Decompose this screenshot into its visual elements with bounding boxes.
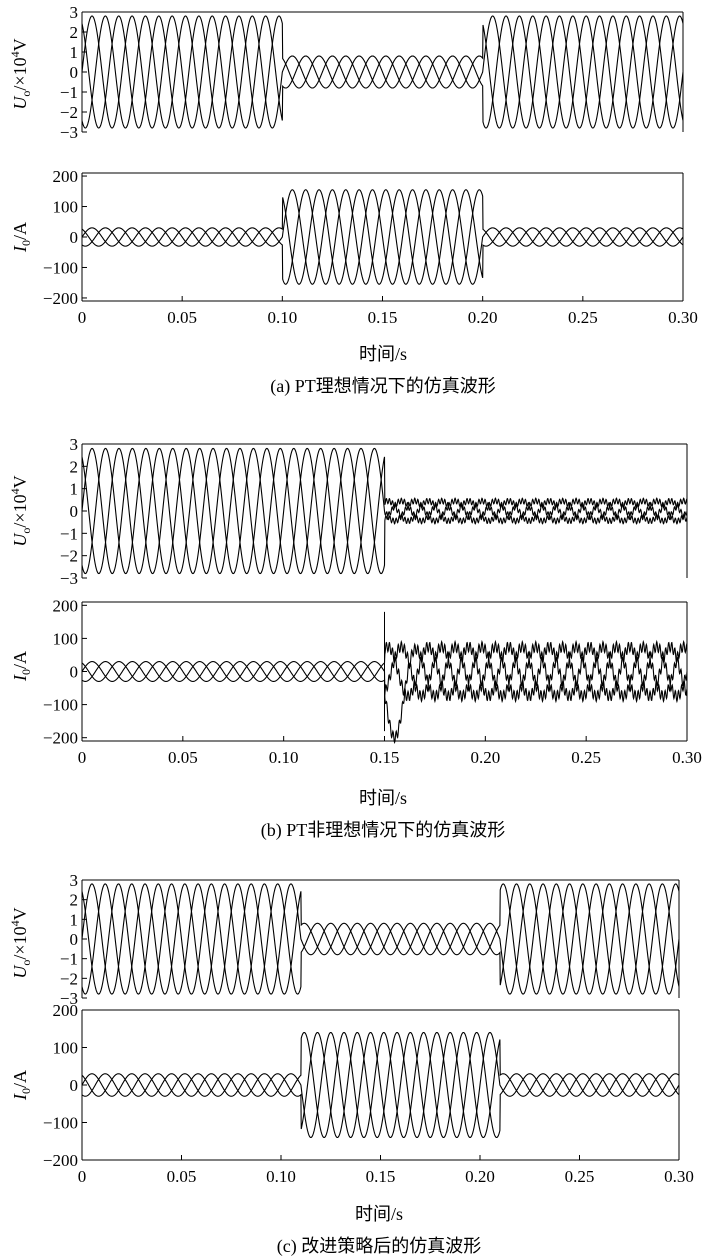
y-tick-label: 0 — [70, 228, 79, 247]
x-tick-label: 0.10 — [269, 748, 299, 767]
y-tick-label: −3 — [60, 989, 78, 1008]
x-tick-label: 0.25 — [565, 1167, 595, 1186]
y-tick-label: −3 — [60, 569, 78, 588]
series-phase-2 — [81, 15, 684, 129]
x-tick-label: 0.10 — [267, 308, 297, 327]
x-tick-label: 0.20 — [465, 1167, 495, 1186]
x-tick-label: 0.30 — [668, 308, 698, 327]
y-tick-label: 0 — [70, 502, 79, 521]
x-tick-label: 0.20 — [470, 748, 500, 767]
y-tick-label: 1 — [70, 910, 79, 929]
y-tick-label: −3 — [60, 123, 78, 142]
series-phase-3 — [81, 15, 684, 129]
y-tick-label: 2 — [70, 23, 79, 42]
panel-c-xlabel: 时间/s — [355, 1204, 403, 1224]
x-tick-label: 0.15 — [370, 748, 400, 767]
y-tick-label: −100 — [43, 258, 78, 277]
y-tick-label: 100 — [53, 1039, 79, 1058]
x-tick-label: 0.30 — [664, 1167, 694, 1186]
y-tick-label: −200 — [43, 289, 78, 308]
y-tick-label: 1 — [70, 43, 79, 62]
series-phase-1 — [81, 1031, 680, 1139]
y-tick-label: −1 — [60, 950, 78, 969]
series-phase-3 — [81, 883, 680, 995]
panel-c-current-ylabel: I0/A — [10, 1070, 33, 1101]
y-tick-label: −100 — [43, 1114, 78, 1133]
y-tick-label: −1 — [60, 524, 78, 543]
series-phase-2 — [81, 883, 680, 995]
y-tick-label: 0 — [70, 63, 79, 82]
series-phase-1 — [81, 883, 680, 995]
y-tick-label: −100 — [43, 696, 78, 715]
panel-b-caption: (b) PT非理想情况下的仿真波形 — [261, 820, 506, 841]
x-tick-label: 0 — [78, 308, 87, 327]
panel-c-voltage-ylabel: Uo/×104V — [8, 907, 33, 978]
panel-b-xlabel: 时间/s — [359, 788, 407, 808]
y-tick-label: −200 — [43, 729, 78, 748]
y-tick-label: 100 — [53, 198, 79, 217]
y-tick-label: 2 — [70, 457, 79, 476]
panel-b-voltage-ylabel: Uo/×104V — [8, 475, 33, 546]
x-tick-label: 0.10 — [266, 1167, 296, 1186]
y-tick-label: 200 — [53, 167, 79, 186]
y-tick-label: 0 — [70, 1076, 79, 1095]
x-tick-label: 0.05 — [167, 1167, 197, 1186]
series-phase-1 — [81, 15, 684, 129]
series-phase-1 — [81, 447, 688, 575]
panel-b-voltage-plot: 3 2 1 0 −1 −2 −3 — [60, 435, 688, 588]
y-tick-label: 3 — [70, 435, 79, 454]
y-tick-label: 100 — [53, 629, 79, 648]
y-tick-label: 3 — [70, 871, 79, 890]
series-phase-1 — [81, 189, 684, 285]
y-tick-label: 0 — [70, 930, 79, 949]
y-tick-label: 0 — [70, 663, 79, 682]
x-tick-label: 0.25 — [571, 748, 601, 767]
y-tick-label: −2 — [60, 103, 78, 122]
x-tick-label: 0 — [78, 748, 87, 767]
y-tick-label: −200 — [43, 1151, 78, 1170]
series-phase-3 — [81, 1031, 680, 1139]
y-tick-label: 1 — [70, 480, 79, 499]
y-tick-label: 200 — [53, 1001, 79, 1020]
y-tick-label: −1 — [60, 83, 78, 102]
series-phase-2 — [81, 1031, 680, 1139]
y-tick-label: 3 — [70, 3, 79, 22]
panel-a-current-ylabel: I0/A — [10, 222, 33, 253]
series-phase-2 — [81, 447, 688, 575]
panel-c-caption: (c) 改进策略后的仿真波形 — [277, 1236, 481, 1257]
y-tick-label: 200 — [53, 596, 79, 615]
y-tick-label: 2 — [70, 891, 79, 910]
y-tick-label: −2 — [60, 547, 78, 566]
panel-b-current-ylabel: I0/A — [10, 651, 33, 682]
x-tick-label: 0.05 — [167, 308, 197, 327]
x-tick-label: 0 — [78, 1167, 87, 1186]
x-tick-label: 0.05 — [168, 748, 198, 767]
x-tick-label: 0.30 — [672, 748, 702, 767]
x-tick-label: 0.15 — [366, 1167, 396, 1186]
panel-a-caption: (a) PT理想情况下的仿真波形 — [270, 376, 495, 397]
series-phase-2 — [81, 189, 684, 285]
panel-a-xlabel: 时间/s — [359, 344, 407, 364]
series-phase-3 — [81, 447, 688, 575]
x-tick-label: 0.20 — [468, 308, 498, 327]
series-phase-3 — [81, 189, 684, 285]
x-tick-label: 0.25 — [568, 308, 598, 327]
y-tick-label: −2 — [60, 969, 78, 988]
x-tick-label: 0.15 — [368, 308, 398, 327]
panel-a-voltage-ylabel: Uo/×104V — [8, 38, 33, 109]
